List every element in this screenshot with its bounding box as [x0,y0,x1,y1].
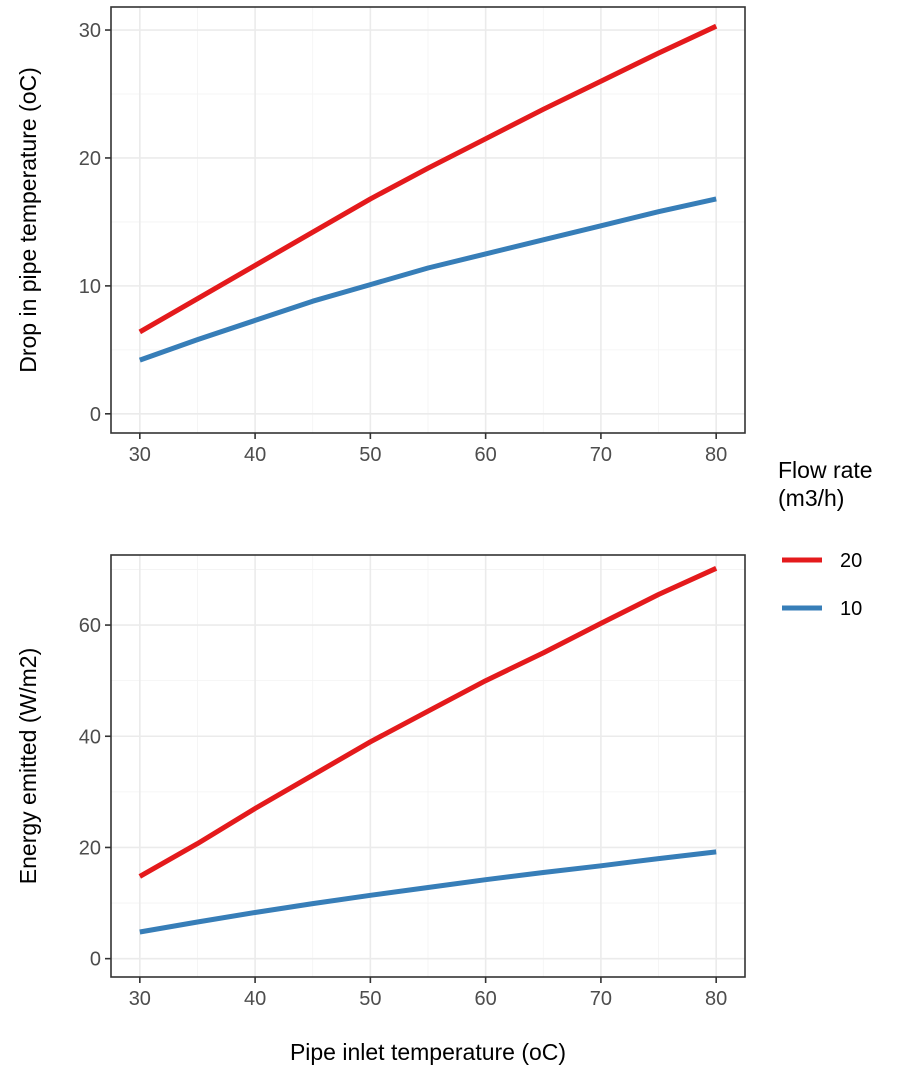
panel-border [110,554,746,978]
legend-title-line-1: Flow rate [778,457,873,483]
y-axis-title: Drop in pipe temperature (oC) [15,67,41,373]
y-tick-label: 20 [79,837,101,859]
y-tick-label: 0 [90,404,101,426]
legend-title-line-2: (m3/h) [778,485,844,511]
x-tick-label: 50 [359,444,381,466]
x-tick-label: 80 [705,444,727,466]
legend-label-10: 10 [840,598,862,620]
y-tick-label: 60 [79,615,101,637]
y-tick-label: 40 [79,726,101,748]
x-tick-label: 60 [475,444,497,466]
x-axis-title: Pipe inlet temperature (oC) [290,1039,566,1065]
y-tick-label: 30 [79,20,101,42]
legend: Flow rate (m3/h) 20 10 [778,457,873,620]
y-tick-label: 20 [79,148,101,170]
panel-temperature-drop: 30 40 50 60 70 80 0 10 20 30 Drop in pipe temperat… [15,6,746,466]
x-tick-label: 80 [705,988,727,1010]
series-line-20 [138,23,718,335]
y-tick-label: 0 [90,949,101,971]
x-tick-label: 40 [244,988,266,1010]
legend-label-20: 20 [840,550,862,572]
series-line-10 [139,849,717,935]
x-tick-label: 30 [129,988,151,1010]
y-axis-title: Energy emitted (W/m2) [15,648,41,884]
x-tick-label: 40 [244,444,266,466]
x-tick-label: 50 [359,988,381,1010]
y-tick-label: 10 [79,276,101,298]
x-tick-label: 70 [590,988,612,1010]
panel-energy-emitted: 30 40 50 60 70 80 0 20 40 60 Energy emitted (W/m2)… [15,554,746,1065]
x-tick-label: 30 [129,444,151,466]
series-line-20 [138,566,718,879]
x-tick-label: 60 [475,988,497,1010]
x-tick-label: 70 [590,444,612,466]
series-line-10 [138,196,717,363]
panel-border [110,6,746,434]
